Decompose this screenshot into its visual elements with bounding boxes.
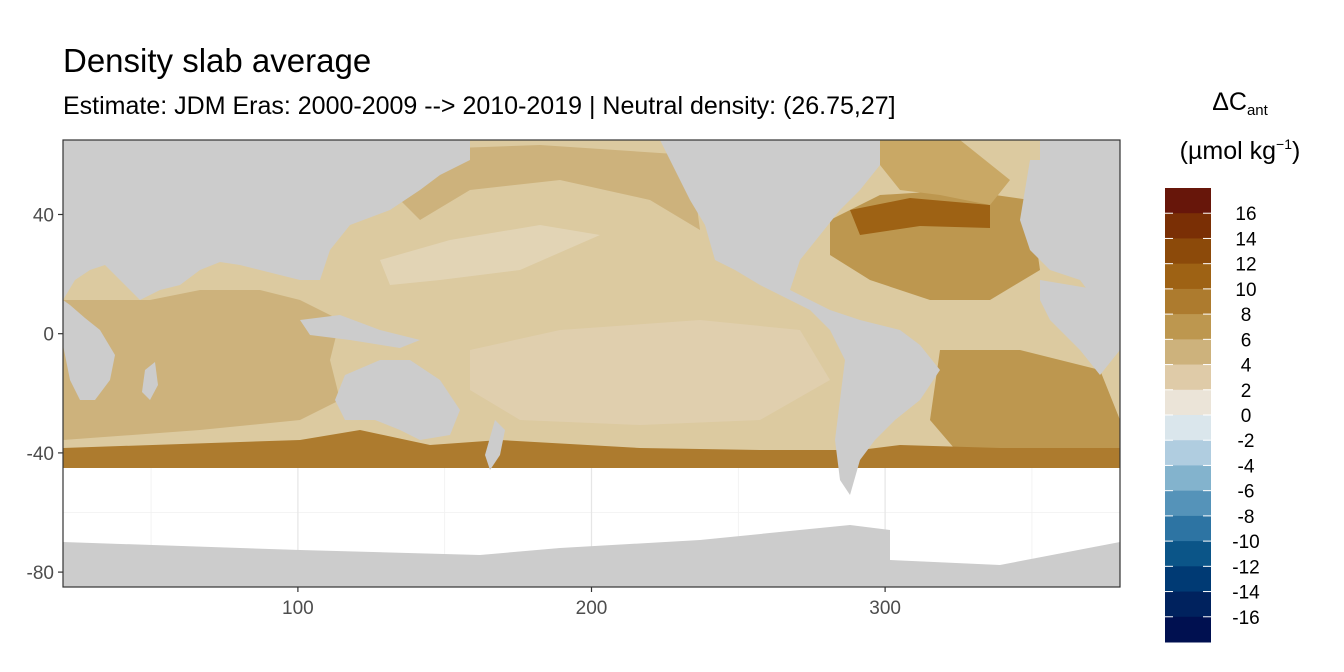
- legend-label: 12: [1235, 255, 1256, 276]
- y-tick-label: -40: [27, 444, 54, 465]
- legend-swatch: [1165, 389, 1211, 416]
- antarctica-land: [63, 525, 1120, 587]
- africa-south-land: [63, 300, 115, 400]
- north-atlantic-hotspot: [850, 198, 990, 235]
- legend-label: -10: [1232, 532, 1259, 553]
- madagascar-land: [142, 362, 158, 400]
- legend-title: ΔCant: [1165, 88, 1315, 119]
- land-masses: [63, 140, 1120, 587]
- y-tick-label: 40: [33, 206, 54, 227]
- legend-title-main: ΔC: [1212, 88, 1247, 116]
- x-tick-label: 200: [576, 598, 608, 619]
- legend-swatch: [1165, 490, 1211, 517]
- legend-unit-text: (µmol kg: [1179, 137, 1277, 165]
- map-layer: [63, 140, 1120, 587]
- legend-label: -6: [1238, 482, 1255, 503]
- legend-unit-exponent: −1: [1276, 136, 1292, 152]
- legend-swatch: [1165, 566, 1211, 593]
- eurasia-africa-land: [63, 140, 470, 300]
- legend-title-subscript: ant: [1246, 102, 1268, 119]
- legend-swatch: [1165, 213, 1211, 239]
- legend-label: 16: [1235, 204, 1256, 225]
- legend-label: -12: [1232, 557, 1259, 578]
- legend-swatch: [1165, 314, 1211, 340]
- americas-land: [660, 140, 940, 495]
- color-legend: 16 14 12 10 8 6 4 2 0 -2 -4 -6 -8 -10 -12 -14 -16: [1165, 188, 1260, 643]
- legend-swatch: [1165, 238, 1211, 265]
- australia-land: [335, 360, 460, 440]
- legend-unit-close: ): [1292, 137, 1301, 165]
- indonesia-land: [300, 315, 420, 348]
- legend-swatch: [1165, 415, 1211, 441]
- legend-label: -14: [1232, 583, 1260, 604]
- legend-label: 6: [1241, 330, 1252, 351]
- x-tick-label: 100: [282, 598, 314, 619]
- legend-label: 4: [1241, 356, 1252, 377]
- legend-swatch: [1165, 515, 1211, 542]
- legend-label: 14: [1235, 229, 1257, 250]
- legend-swatch: [1165, 616, 1211, 643]
- subpolar-atlantic: [880, 140, 1010, 205]
- legend-label: -2: [1238, 431, 1255, 452]
- legend-label: -16: [1232, 608, 1259, 629]
- legend-swatch: [1165, 364, 1211, 391]
- europe-land: [1020, 160, 1120, 300]
- chart-title: Density slab average: [63, 42, 372, 79]
- legend-label: -4: [1238, 456, 1255, 477]
- y-tick-label: 0: [43, 325, 54, 346]
- legend-swatch: [1165, 465, 1211, 492]
- legend-label: 8: [1241, 305, 1252, 326]
- legend-swatch: [1165, 288, 1211, 315]
- legend-swatch: [1165, 339, 1211, 366]
- legend-label: -8: [1238, 507, 1255, 528]
- legend-unit: (µmol kg−1): [1165, 136, 1315, 166]
- new-zealand-land: [485, 420, 505, 470]
- x-tick-label: 300: [869, 598, 901, 619]
- north-pacific-core: [380, 225, 600, 285]
- legend-label: 10: [1235, 280, 1256, 301]
- south-pacific-field: [470, 320, 830, 425]
- west-africa-land: [1040, 280, 1120, 375]
- north-pacific-band: [400, 145, 700, 230]
- legend-swatch: [1165, 440, 1211, 466]
- indian-ocean-field: [63, 290, 340, 440]
- south-atlantic-field: [930, 350, 1120, 455]
- legend-swatch: [1165, 541, 1211, 567]
- legend-swatch: [1165, 591, 1211, 618]
- legend-swatch: [1165, 188, 1211, 214]
- legend-label: 0: [1241, 406, 1252, 427]
- legend-label: 2: [1241, 381, 1252, 402]
- chart-subtitle: Estimate: JDM Eras: 2000-2009 --> 2010-2…: [63, 92, 896, 120]
- y-tick-label: -80: [27, 563, 54, 584]
- legend-swatch: [1165, 263, 1211, 290]
